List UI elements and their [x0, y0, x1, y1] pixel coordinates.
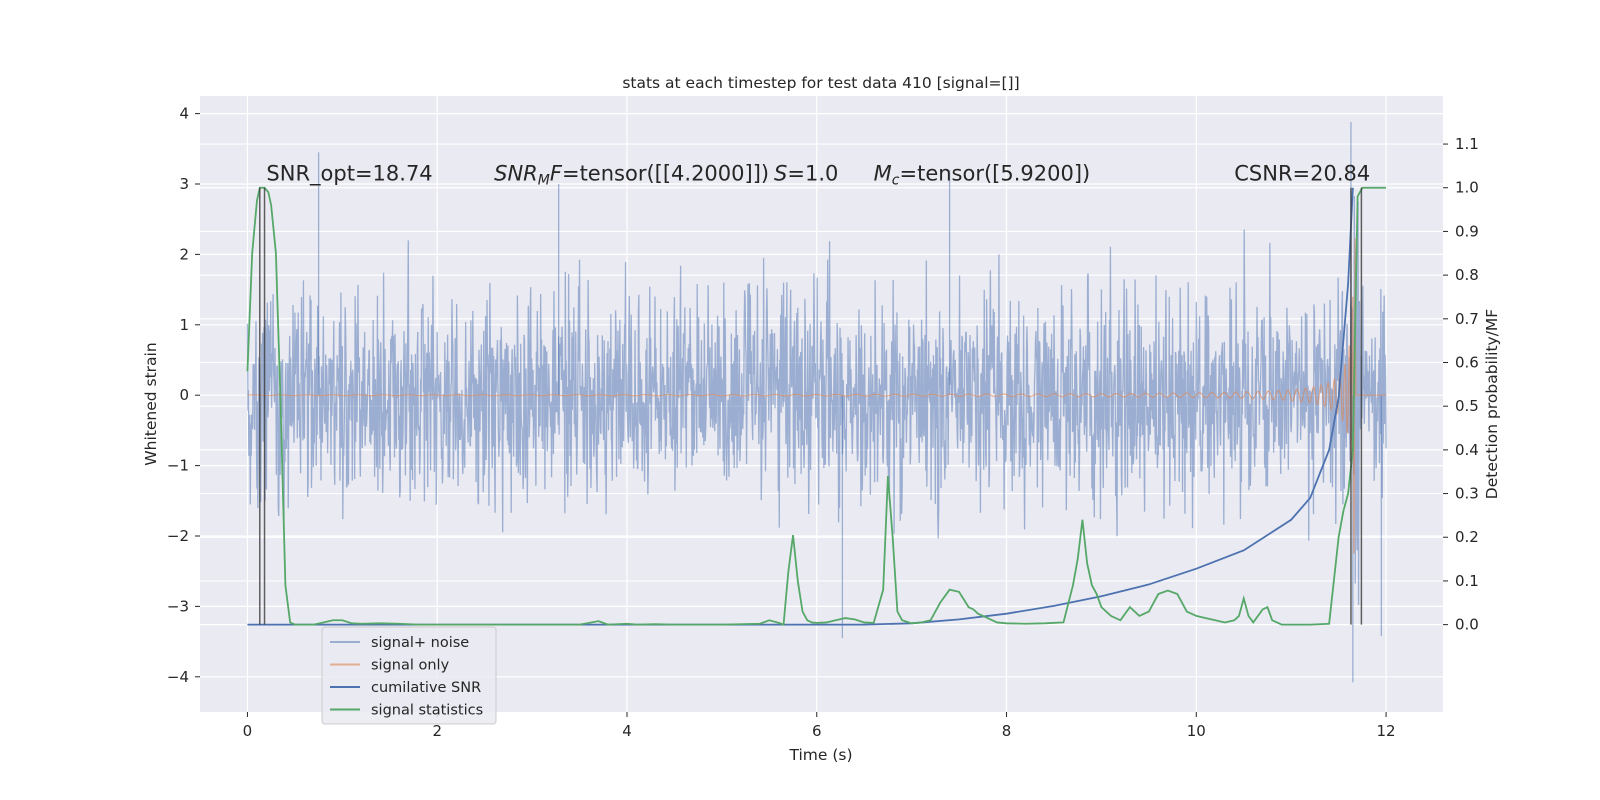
- x-tick-label: 12: [1377, 722, 1396, 740]
- series-signal-only: [247, 238, 1387, 554]
- x-tick-label: 0: [243, 722, 253, 740]
- y-tick-label: 4: [179, 105, 189, 123]
- y2-tick-label: 0.4: [1455, 441, 1479, 459]
- vertical-markers: [259, 187, 1363, 625]
- y-axis-label: Whitened strain: [142, 342, 160, 465]
- legend-frame: [321, 626, 497, 725]
- series-signal-statistics: [246, 186, 1387, 626]
- x-tick-label: 4: [622, 722, 632, 740]
- legend: signal+ noise signal only cumilative SNR si…: [321, 626, 497, 725]
- x-axis-label: Time (s): [788, 746, 852, 764]
- x-tick-label: 6: [812, 722, 822, 740]
- series-cumulative-snr: [247, 187, 1354, 626]
- signal-statistics-line: [246, 186, 1387, 626]
- y2-tick-label: 0.8: [1455, 266, 1479, 284]
- axis-ticks: 0 2 4 6 8 10 12−4−3−2−1012340.00.10.20.30.40.5…: [167, 105, 1479, 740]
- annotation-s-value: S=1.0: [774, 161, 838, 185]
- y-tick-label: 2: [179, 245, 189, 263]
- y2-tick-label: 1.0: [1455, 179, 1479, 197]
- x-tick-label: 10: [1187, 722, 1206, 740]
- cumulative-snr-line: [247, 187, 1354, 626]
- y2-axis-label: Detection probability/MF: [1483, 309, 1501, 500]
- legend-label: signal only: [371, 658, 450, 674]
- y2-tick-label: 0.9: [1455, 222, 1479, 240]
- y-tick-label: −1: [167, 457, 189, 475]
- y2-tick-label: 0.6: [1455, 353, 1479, 371]
- signal-noise-line: [246, 196, 1387, 606]
- y-tick-label: 0: [179, 386, 189, 404]
- y2-tick-label: 1.1: [1455, 135, 1479, 153]
- legend-label: signal statistics: [371, 703, 483, 719]
- x-tick-label: 8: [1002, 722, 1012, 740]
- y2-tick-label: 0.3: [1455, 485, 1479, 503]
- annotation-snr-mf: SNRMF=tensor([[4.2000]]): [494, 161, 769, 188]
- y-tick-label: −3: [167, 597, 189, 615]
- legend-label: signal+ noise: [371, 635, 469, 651]
- x-tick-label: 2: [432, 722, 442, 740]
- y2-tick-label: 0.2: [1455, 528, 1479, 546]
- y-tick-label: −2: [167, 527, 189, 545]
- y2-tick-label: 0.1: [1455, 572, 1479, 590]
- legend-label: cumilative SNR: [371, 680, 481, 696]
- annotations: SNR_opt=18.74 SNRMF=tensor([[4.2000]]) S=1…: [266, 161, 1370, 188]
- chart-title: stats at each timestep for test data 410…: [622, 74, 1019, 92]
- signal-only-line: [247, 238, 1387, 554]
- y-tick-label: 1: [179, 316, 189, 334]
- annotation-mc-value: Mc=tensor([5.9200]): [874, 161, 1091, 188]
- y-tick-label: 3: [179, 175, 189, 193]
- legend-items: signal+ noise signal only cumilative SNR si…: [330, 635, 483, 719]
- annotation-csnr: CSNR=20.84: [1234, 161, 1370, 185]
- y2-tick-label: 0.7: [1455, 310, 1479, 328]
- y2-tick-label: 0.0: [1455, 616, 1479, 634]
- annotation-snr-opt: SNR_opt=18.74: [266, 161, 432, 186]
- y-tick-label: −4: [167, 668, 189, 686]
- y2-tick-label: 0.5: [1455, 397, 1479, 415]
